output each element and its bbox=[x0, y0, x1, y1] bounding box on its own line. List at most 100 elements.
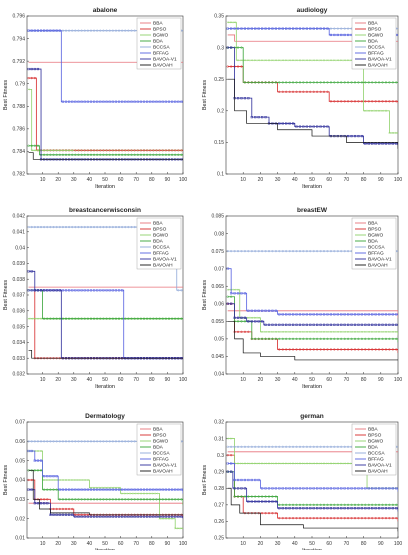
series-marker-BCCSA bbox=[316, 250, 319, 253]
series-marker-BGWO bbox=[257, 462, 260, 465]
series-marker-BGWO bbox=[27, 88, 30, 91]
series-marker-BGWO bbox=[329, 330, 332, 333]
series-marker-BDA bbox=[353, 337, 357, 340]
series-marker-BFFAG bbox=[139, 488, 142, 491]
legend-entry: BDA bbox=[153, 445, 164, 451]
series-marker-BFFAG bbox=[77, 488, 80, 491]
series-marker-BGWO bbox=[271, 462, 274, 465]
series-marker-BAVOA-V1 bbox=[381, 142, 384, 145]
series-marker-BFFAG bbox=[257, 309, 260, 312]
series-marker-BAVOA-V1 bbox=[46, 289, 49, 292]
series-marker-BPSO bbox=[343, 100, 346, 103]
series-line-BGWO bbox=[28, 88, 74, 151]
series-marker-BGWO bbox=[292, 330, 295, 333]
series-marker-BDA bbox=[136, 153, 139, 156]
series-marker-BFFAG bbox=[243, 292, 247, 295]
series-marker-BAVOA-V1 bbox=[302, 125, 305, 128]
legend-entry: BPSO bbox=[368, 227, 382, 233]
series-marker-BAVOA-V1 bbox=[350, 134, 353, 138]
series-marker-BGWO bbox=[295, 59, 298, 62]
series-marker-BFFAG bbox=[333, 313, 336, 316]
y-tick-label: 0.045 bbox=[211, 354, 224, 360]
series-marker-BGWO bbox=[130, 492, 133, 495]
series-marker-BFFAG bbox=[353, 313, 357, 316]
series-marker-BDA bbox=[142, 153, 146, 156]
series-marker-BPSO bbox=[377, 517, 381, 520]
series-marker-BAVOA-V1 bbox=[83, 515, 86, 518]
series-marker-BAVOA-V1 bbox=[388, 323, 391, 326]
series-marker-BAVOA-V1 bbox=[285, 323, 288, 326]
series-marker-BCCSA bbox=[250, 250, 253, 253]
series-marker-BCCSA bbox=[71, 440, 74, 443]
series-marker-BFFAG bbox=[64, 100, 68, 103]
series-marker-BGWO bbox=[281, 330, 284, 333]
series-marker-BPSO bbox=[312, 90, 315, 93]
series-marker-BDA bbox=[264, 81, 267, 84]
y-tick-label: 0.032 bbox=[12, 372, 25, 378]
series-marker-BPSO bbox=[236, 330, 240, 333]
series-marker-BCCSA bbox=[33, 225, 36, 229]
series-marker-BAVOA-V1 bbox=[371, 507, 374, 510]
series-marker-BAVOA-V1 bbox=[257, 500, 260, 503]
series-marker-BCCSA bbox=[102, 440, 105, 443]
series-marker-BFFAG bbox=[360, 487, 363, 490]
series-marker-BGWO bbox=[340, 59, 343, 62]
series-marker-BDA bbox=[164, 153, 167, 156]
series-marker-BAVOA-V1 bbox=[271, 323, 274, 326]
series-marker-BGWO bbox=[61, 478, 64, 482]
series-marker-BCCSA bbox=[111, 440, 114, 443]
series-marker-BPSO bbox=[111, 149, 114, 152]
series-marker-BGWO bbox=[233, 21, 236, 24]
series-marker-BFFAG bbox=[391, 487, 394, 490]
series-marker-BCCSA bbox=[336, 250, 339, 253]
series-marker-BDA bbox=[152, 153, 155, 156]
series-marker-BFFAG bbox=[152, 100, 155, 103]
series-marker-BAVOA-V1 bbox=[319, 323, 322, 326]
series-marker-BFFAG bbox=[127, 100, 130, 103]
series-marker-BPSO bbox=[371, 348, 374, 351]
legend-entry: BGWO bbox=[153, 233, 168, 239]
x-tick-label: 30 bbox=[275, 541, 281, 547]
x-tick-label: 30 bbox=[275, 377, 281, 383]
series-marker-BCCSA bbox=[80, 29, 83, 32]
x-tick-label: 100 bbox=[179, 177, 188, 183]
series-marker-BDA bbox=[343, 337, 346, 340]
series-marker-BAVOA-V1 bbox=[33, 502, 36, 505]
series-marker-BFFAG bbox=[226, 267, 229, 270]
series-marker-BDA bbox=[236, 320, 240, 323]
series-marker-BDA bbox=[326, 337, 329, 340]
y-tick-label: 0.06 bbox=[214, 301, 224, 307]
series-marker-BFFAG bbox=[46, 29, 49, 32]
series-marker-BFFAG bbox=[139, 100, 142, 103]
series-marker-BCCSA bbox=[102, 29, 105, 32]
series-marker-BFFAG bbox=[288, 27, 291, 30]
series-line-BFFAG bbox=[227, 463, 398, 492]
series-marker-BDA bbox=[254, 337, 257, 340]
series-marker-BPSO bbox=[360, 348, 363, 351]
x-tick-label: 60 bbox=[118, 377, 124, 383]
series-marker-BPSO bbox=[155, 149, 158, 152]
series-marker-BDA bbox=[180, 153, 183, 156]
series-marker-BCCSA bbox=[340, 250, 343, 253]
series-marker-BGWO bbox=[261, 330, 264, 333]
series-marker-BAVOA-V1 bbox=[319, 507, 322, 510]
series-marker-BAVOA-V1 bbox=[254, 500, 257, 503]
series-marker-BGWO bbox=[111, 149, 114, 152]
series-marker-BCCSA bbox=[312, 250, 315, 253]
series-marker-BAVOA-V1 bbox=[384, 323, 388, 326]
series-marker-BDA bbox=[360, 503, 363, 506]
series-marker-BCCSA bbox=[74, 225, 77, 229]
series-marker-BGWO bbox=[226, 288, 229, 291]
series-marker-BFFAG bbox=[158, 100, 161, 103]
y-tick-label: 0.25 bbox=[214, 77, 224, 83]
series-marker-BAVOA-V1 bbox=[316, 125, 319, 128]
series-marker-BFFAG bbox=[264, 309, 267, 312]
series-marker-BDA bbox=[312, 337, 315, 340]
series-marker-BFFAG bbox=[74, 488, 77, 491]
series-marker-BDA bbox=[133, 153, 136, 156]
series-marker-BPSO bbox=[149, 149, 152, 152]
series-marker-BDA bbox=[281, 503, 284, 506]
series-marker-BAVOA-V1 bbox=[49, 289, 52, 292]
series-marker-BFFAG bbox=[274, 309, 277, 312]
